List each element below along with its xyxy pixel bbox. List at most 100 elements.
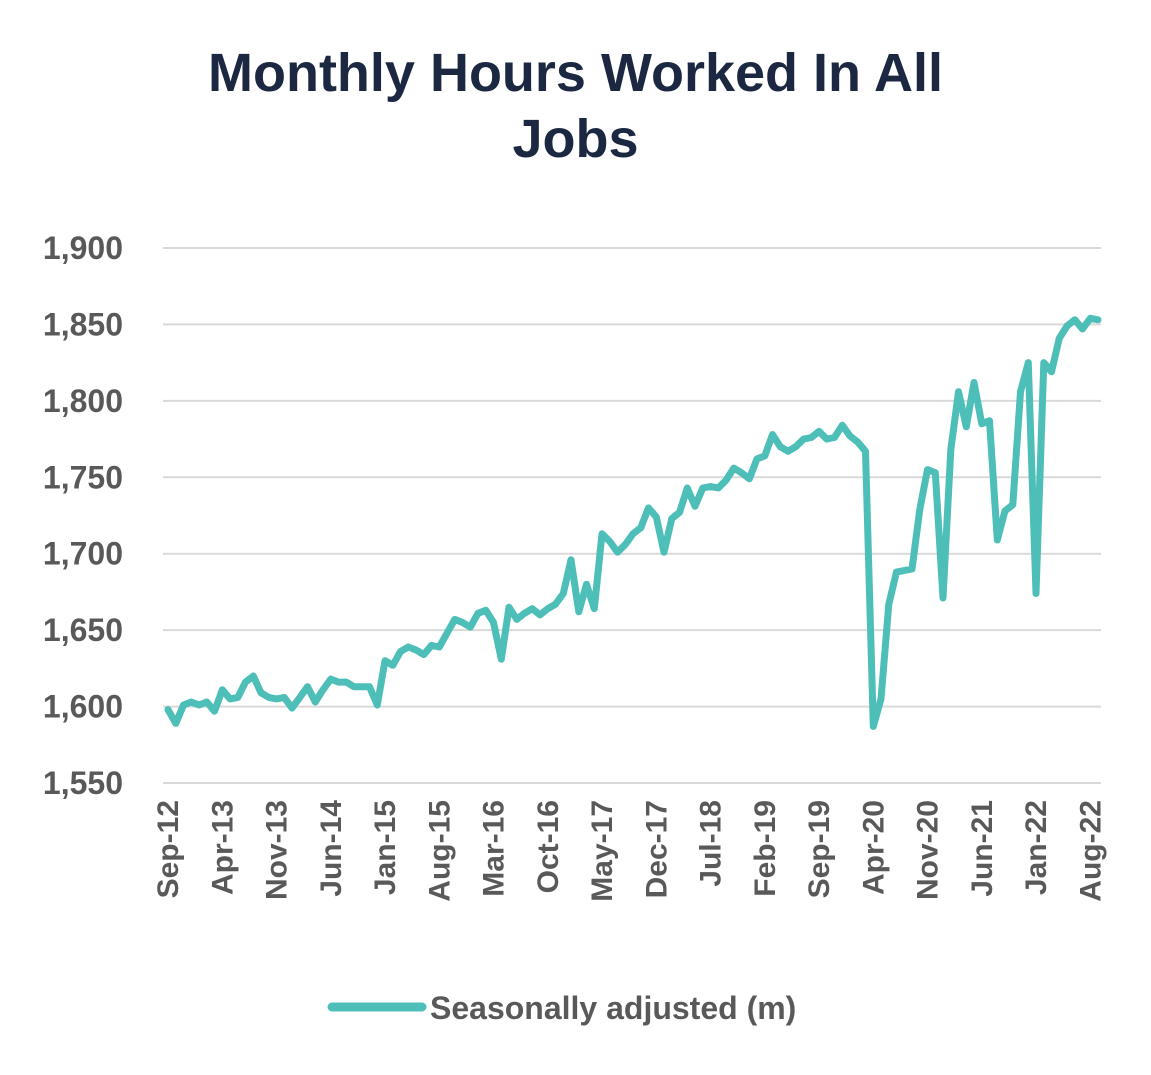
y-tick-label: 1,850: [43, 306, 123, 342]
data-point: [313, 700, 317, 704]
data-point: [453, 617, 457, 621]
data-point: [399, 650, 403, 654]
data-point: [693, 504, 697, 508]
x-axis-tick-labels: Sep-12 Apr-13 Nov-13 Jun-14 Jan-15 Aug-15 Mar-…: [152, 800, 1107, 902]
y-tick-label: 1,900: [43, 230, 123, 266]
data-point: [546, 607, 550, 611]
data-point: [918, 507, 922, 511]
data-point: [778, 445, 782, 449]
x-tick-label: Jan-15: [369, 800, 402, 895]
data-point: [1011, 503, 1015, 507]
data-point: [430, 643, 434, 647]
data-point: [701, 486, 705, 490]
data-point: [306, 685, 310, 689]
data-point: [1096, 318, 1100, 322]
data-point: [833, 436, 837, 440]
data-point: [747, 477, 751, 481]
data-point: [1073, 318, 1077, 322]
x-tick-label: Nov-20: [912, 800, 945, 900]
data-point: [1034, 591, 1038, 595]
x-tick-label: Aug-15: [423, 800, 456, 902]
data-point: [592, 607, 596, 611]
data-point: [895, 570, 899, 574]
data-point: [1042, 361, 1046, 365]
x-tick-label: Apr-20: [857, 800, 890, 895]
data-point: [685, 486, 689, 490]
data-point: [213, 709, 217, 713]
data-point: [864, 449, 868, 453]
data-point: [662, 550, 666, 554]
data-point: [600, 532, 604, 536]
data-point: [1019, 390, 1023, 394]
series-line-seasonally-adjusted: [164, 314, 1102, 730]
data-point: [639, 526, 643, 530]
data-point: [732, 466, 736, 470]
data-point: [267, 695, 271, 699]
data-point: [344, 680, 348, 684]
data-point: [244, 680, 248, 684]
data-point: [616, 550, 620, 554]
data-point: [569, 558, 573, 562]
data-point: [654, 515, 658, 519]
x-tick-label: Aug-22: [1074, 800, 1107, 902]
data-point: [492, 621, 496, 625]
y-tick-label: 1,750: [43, 459, 123, 495]
data-point: [468, 625, 472, 629]
data-point: [360, 685, 364, 689]
data-point: [786, 449, 790, 453]
x-tick-label: Jun-14: [315, 800, 348, 897]
data-point: [926, 468, 930, 472]
data-point: [1081, 327, 1085, 331]
data-point: [802, 437, 806, 441]
data-point: [1065, 324, 1069, 328]
data-point: [236, 695, 240, 699]
data-point: [329, 677, 333, 681]
data-point: [817, 429, 821, 433]
data-point: [631, 532, 635, 536]
data-point: [964, 425, 968, 429]
data-point: [476, 611, 480, 615]
series-layer: [164, 314, 1102, 730]
data-point: [515, 617, 519, 621]
data-point: [554, 602, 558, 606]
data-point: [182, 703, 186, 707]
data-point: [910, 567, 914, 571]
data-point: [988, 419, 992, 423]
data-point: [1057, 336, 1061, 340]
data-point: [530, 607, 534, 611]
data-point: [197, 703, 201, 707]
x-tick-label: Oct-16: [532, 800, 565, 893]
data-point: [1050, 370, 1054, 374]
data-point: [368, 685, 372, 689]
data-point: [352, 685, 356, 689]
data-point: [887, 602, 891, 606]
data-point: [716, 486, 720, 490]
legend-label: Seasonally adjusted (m): [430, 990, 796, 1026]
data-point: [740, 471, 744, 475]
data-point: [957, 390, 961, 394]
y-tick-label: 1,650: [43, 612, 123, 648]
data-point: [391, 663, 395, 667]
data-point: [995, 538, 999, 542]
data-point: [933, 471, 937, 475]
data-point: [972, 381, 976, 385]
chart-title-line-1: Monthly Hours Worked In All: [207, 43, 943, 103]
x-tick-label: Mar-16: [478, 800, 511, 897]
legend: Seasonally adjusted (m): [327, 990, 796, 1026]
data-point: [275, 697, 279, 701]
data-point: [585, 582, 589, 586]
data-point: [189, 700, 193, 704]
data-point: [949, 448, 953, 452]
y-tick-label: 1,550: [43, 765, 123, 801]
data-point: [670, 517, 674, 521]
data-point: [561, 591, 565, 595]
data-point: [809, 436, 813, 440]
data-point: [445, 631, 449, 635]
data-point: [538, 613, 542, 617]
y-tick-label: 1,700: [43, 536, 123, 572]
data-point: [437, 645, 441, 649]
data-point: [608, 539, 612, 543]
data-point: [724, 478, 728, 482]
data-point: [220, 688, 224, 692]
